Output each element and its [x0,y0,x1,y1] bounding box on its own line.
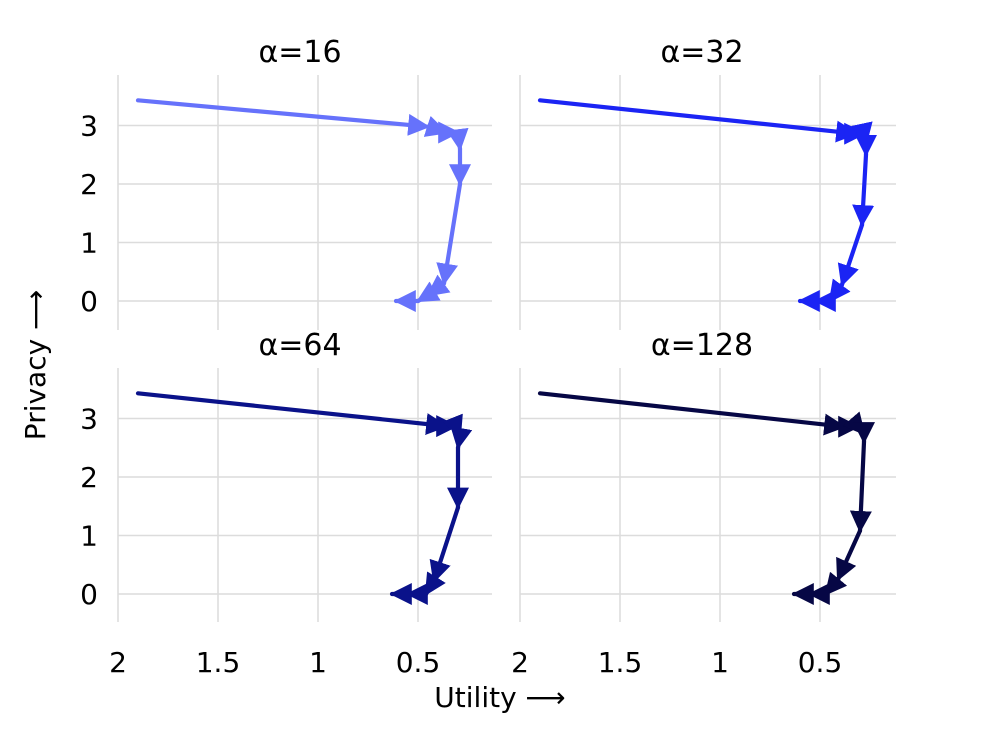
panel-title: α=32 [660,35,743,70]
panel-alpha-16: α=16 [117,35,492,330]
y-axis-label: Privacy ⟶ [19,290,52,440]
y-tick-labels: 0 1 2 3 0 1 2 3 [80,110,98,612]
trajectory-arrow [423,115,449,137]
x-tick-label: 1 [711,646,729,679]
x-axis-label: Utility ⟶ [434,681,565,714]
x-tick-label: 1.5 [598,646,643,679]
trajectory-arrow [135,98,431,136]
panel-title: α=128 [651,328,753,363]
y-tick-label: 2 [80,168,98,201]
y-tick-label: 0 [80,578,98,611]
trajectory-arrow [436,181,463,286]
trajectory-arrow [823,571,848,597]
trajectory-arrow [429,505,461,584]
y-tick-label: 3 [80,110,98,143]
panel-alpha-32: α=32 [519,35,896,330]
trajectory-arrow [537,391,847,436]
y-tick-label: 3 [80,403,98,436]
x-tick-label: 2 [109,646,127,679]
trajectory-arrow [425,274,451,298]
trajectory-arrow [837,222,865,287]
y-tick-label: 2 [80,461,98,494]
panel-title: α=16 [258,35,341,70]
x-tick-label: 0.5 [396,646,441,679]
x-tick-label: 1 [309,646,327,679]
x-tick-label: 2 [511,646,529,679]
trajectory-arrow [537,98,859,143]
y-tick-label: 1 [80,520,98,553]
panel-alpha-128: α=128 [519,328,896,622]
trajectory-arrow [849,439,872,534]
trajectory-arrow [852,152,875,228]
x-tick-labels: 2 1.5 1 0.5 2 1.5 1 0.5 [109,646,842,679]
y-tick-label: 0 [80,285,98,318]
x-tick-label: 1.5 [196,646,241,679]
panel-alpha-64: α=64 [117,328,492,622]
y-tick-label: 1 [80,227,98,260]
x-tick-label: 0.5 [798,646,843,679]
trajectory-arrow [135,391,449,435]
trajectory-arrow [835,528,863,582]
trajectory-arrow [446,127,469,152]
trajectory-arrow [423,571,446,597]
trajectory-arrow [827,278,851,304]
panel-title: α=64 [258,328,341,363]
